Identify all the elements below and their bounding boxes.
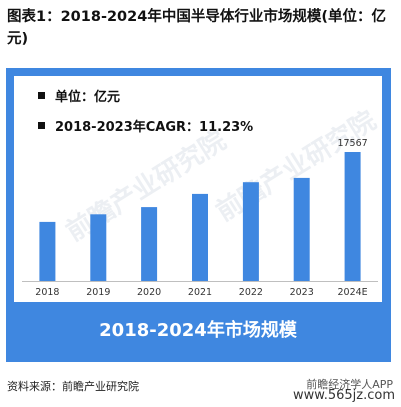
legend-cagr: 2018-2023年CAGR：11.23% <box>38 116 253 135</box>
banner-title: 2018-2024年市场规模 <box>99 320 297 341</box>
bar-2018 <box>39 221 56 281</box>
bar-2019 <box>90 214 107 281</box>
bullet-square-icon <box>38 122 45 129</box>
x-tick-label: 2018 <box>35 287 59 298</box>
chart-title: 图表1：2018-2024年中国半导体行业市场规模(单位：亿元) <box>7 9 386 47</box>
legend-unit-label: 单位：亿元 <box>55 90 121 105</box>
x-tick-label: 2019 <box>86 287 110 298</box>
source-note: 资料来源：前瞻产业研究院 <box>7 380 139 393</box>
bar-2021 <box>192 193 208 281</box>
bullet-square-icon <box>38 92 45 99</box>
x-tick-label: 2022 <box>239 287 263 298</box>
x-tick-label: 2024E <box>338 287 368 298</box>
x-tick-label: 2021 <box>188 287 212 298</box>
legend-unit: 单位：亿元 <box>38 86 120 105</box>
bar-2020 <box>141 207 158 281</box>
data-label: 17567 <box>337 138 367 149</box>
bar-2022 <box>242 182 259 281</box>
footer-watermark-logo: 前瞻经济学人APP <box>306 378 393 391</box>
x-tick-label: 2023 <box>290 287 314 298</box>
x-tick-label: 2020 <box>137 287 161 298</box>
bar-2023 <box>293 177 310 281</box>
legend-cagr-label: 2018-2023年CAGR：11.23% <box>55 120 254 135</box>
bar-2024E <box>344 152 361 281</box>
site-watermark: www.565jz.com <box>293 388 395 403</box>
